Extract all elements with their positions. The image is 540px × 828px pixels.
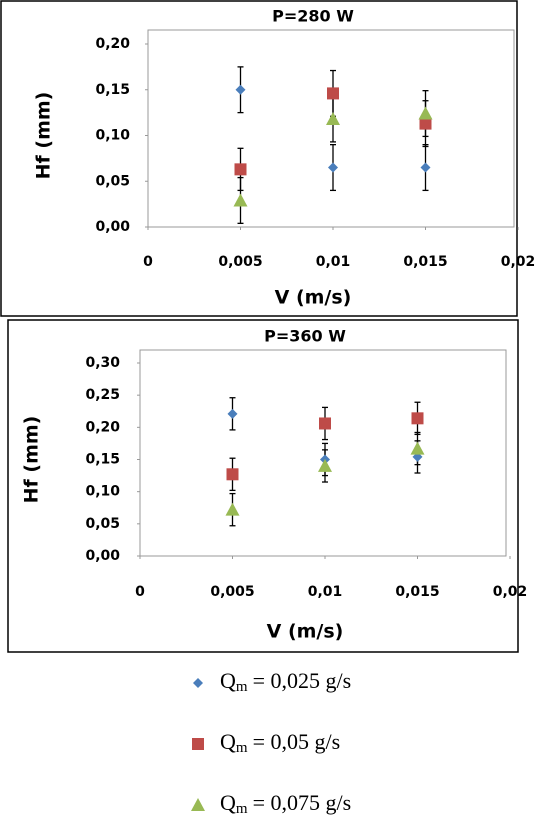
marker-diamond: [328, 162, 338, 173]
x-tick-label: 0,01: [316, 254, 351, 270]
legend-subscript: m: [236, 801, 248, 817]
legend-subscript: m: [236, 679, 248, 695]
marker-diamond: [227, 408, 238, 419]
y-tick-label: 0,25: [85, 387, 120, 403]
y-axis-label: Hf (mm): [33, 92, 55, 180]
y-tick-label: 0,00: [85, 548, 120, 564]
y-tick-label: 0,15: [95, 82, 130, 98]
marker-diamond: [235, 84, 246, 95]
legend-symbol: Q: [220, 668, 236, 693]
legend-label: = 0,075 g/s: [253, 790, 352, 815]
x-tick-label: 0,015: [395, 584, 439, 600]
legend-entry: Qm = 0,05 g/s: [220, 729, 340, 756]
y-tick-label: 0,15: [85, 452, 120, 468]
y-axis-label: Hf (mm): [21, 416, 43, 504]
chart-frame: [0, 0, 518, 317]
plot-area: [147, 29, 515, 228]
legend-subscript: m: [236, 740, 248, 756]
legend-entry: Qm = 0,025 g/s: [220, 668, 351, 695]
legend-marker: [192, 738, 204, 750]
legend-symbol: Q: [220, 790, 236, 815]
marker-square: [226, 468, 239, 481]
y-tick-label: 0,00: [95, 219, 130, 235]
x-axis-label: V (m/s): [275, 287, 352, 309]
legend-marker: [191, 798, 205, 811]
x-tick-label: 0: [135, 584, 145, 600]
x-tick-label: 0,015: [403, 254, 447, 270]
marker-triangle: [326, 112, 340, 126]
legend-entry: Qm = 0,075 g/s: [220, 790, 351, 817]
x-tick-label: 0,02: [493, 584, 528, 600]
y-tick-label: 0,20: [95, 36, 130, 52]
chart-frame: [7, 319, 519, 653]
y-tick-label: 0,30: [85, 355, 120, 371]
plot-area: [139, 349, 507, 557]
x-tick-label: 0,01: [308, 584, 343, 600]
x-axis-label: V (m/s): [267, 621, 344, 643]
chart-title: P=280 W: [272, 7, 354, 26]
marker-triangle: [318, 458, 332, 472]
marker-triangle: [225, 502, 240, 516]
y-tick-label: 0,05: [85, 516, 120, 532]
y-tick-label: 0,05: [95, 173, 130, 189]
legend-symbol: Q: [220, 729, 236, 754]
x-tick-label: 0,02: [501, 254, 536, 270]
y-tick-label: 0,10: [85, 484, 120, 500]
marker-triangle: [418, 106, 433, 120]
marker-square: [419, 117, 432, 130]
marker-triangle: [233, 193, 248, 207]
marker-square: [327, 87, 339, 100]
marker-square: [411, 412, 424, 425]
y-tick-label: 0,10: [95, 128, 130, 144]
x-tick-label: 0,005: [218, 254, 262, 270]
legend-marker: [193, 678, 203, 688]
legend-label: = 0,025 g/s: [253, 668, 352, 693]
chart-title: P=360 W: [264, 327, 346, 346]
marker-square: [319, 417, 331, 430]
marker-triangle: [410, 441, 425, 455]
x-tick-label: 0: [143, 254, 153, 270]
x-tick-label: 0,005: [210, 584, 254, 600]
marker-square: [234, 163, 247, 176]
legend-label: = 0,05 g/s: [253, 729, 341, 754]
y-tick-label: 0,20: [85, 419, 120, 435]
marker-diamond: [420, 162, 431, 173]
